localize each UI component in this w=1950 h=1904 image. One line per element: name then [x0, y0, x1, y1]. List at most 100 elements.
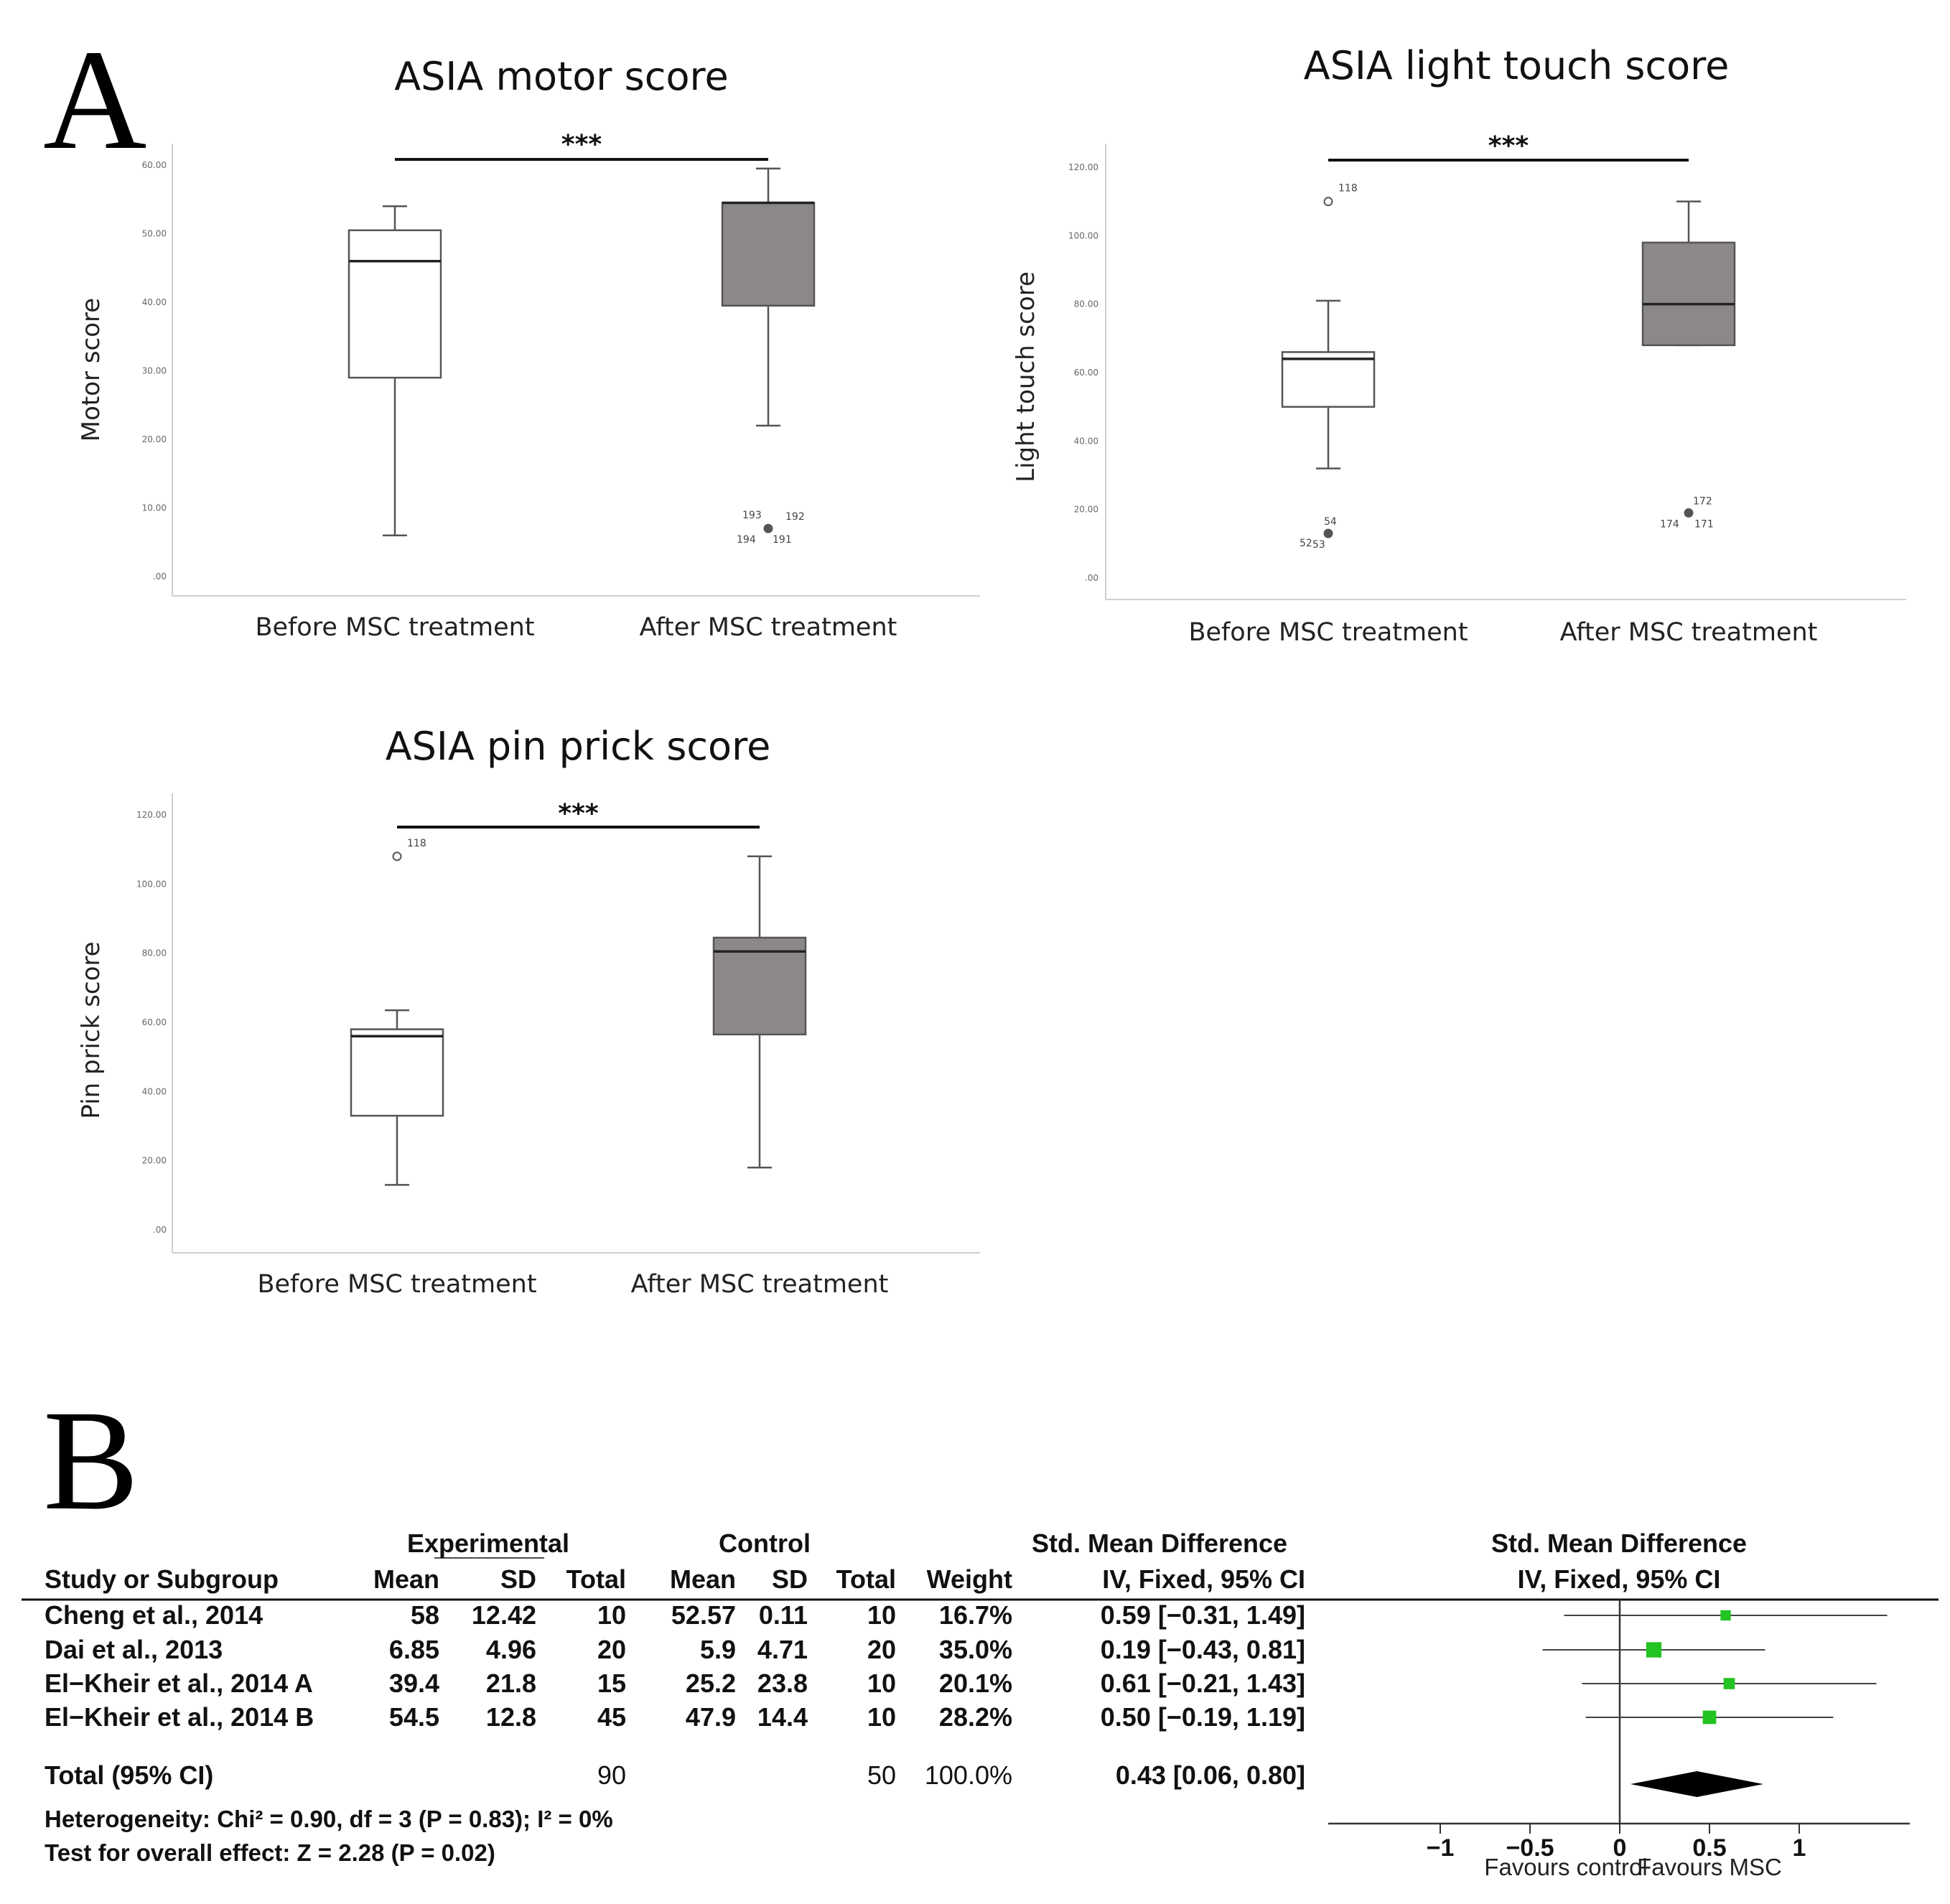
column-header: Mean	[670, 1564, 736, 1594]
y-tick-label: 100.00	[1068, 230, 1098, 241]
study-cell: 0.61 [−0.21, 1.43]	[1101, 1669, 1305, 1698]
y-tick-label: .00	[153, 1225, 167, 1235]
forest-tick-label: 0	[1613, 1834, 1627, 1862]
y-tick-label: 40.00	[142, 297, 167, 307]
y-tick-label: 20.00	[142, 434, 167, 444]
header-plot: Std. Mean Difference	[1491, 1529, 1747, 1558]
y-tick-label: .00	[153, 571, 167, 582]
study-cell: 23.8	[757, 1669, 808, 1698]
study-cell: 10	[867, 1702, 896, 1732]
outlier-point	[1323, 528, 1333, 538]
study-cell: 10	[597, 1600, 626, 1630]
study-cell: 45	[597, 1702, 626, 1732]
header-control: Control	[719, 1529, 811, 1558]
effect-marker	[1723, 1678, 1735, 1689]
outlier-label: 52	[1300, 538, 1312, 549]
column-header: Total	[566, 1564, 626, 1594]
y-tick-label: 80.00	[142, 948, 167, 958]
y-axis-label: Light touch score	[1012, 271, 1040, 482]
x-category-label: After MSC treatment	[631, 1270, 889, 1299]
study-cell: 35.0%	[939, 1635, 1012, 1664]
x-category-label: Before MSC treatment	[257, 1270, 536, 1299]
column-header: SD	[500, 1564, 536, 1594]
iqr-box	[1281, 351, 1376, 408]
total-cell: 0.43 [0.06, 0.80]	[1116, 1760, 1305, 1790]
total-cell: Total (95% CI)	[45, 1760, 213, 1790]
outlier-label: 193	[742, 510, 762, 521]
column-header: IV, Fixed, 95% CI	[1518, 1564, 1721, 1594]
outlier-label: 54	[1324, 516, 1337, 528]
outlier-label: 171	[1694, 518, 1714, 530]
header-experimental: Experimental	[407, 1529, 569, 1558]
study-cell: 28.2%	[939, 1702, 1012, 1732]
iqr-box	[721, 202, 816, 307]
effect-marker	[1702, 1710, 1717, 1725]
column-header: Total	[836, 1564, 896, 1594]
pooled-diamond	[1631, 1771, 1763, 1797]
study-cell: 5.9	[700, 1635, 736, 1664]
outlier-point	[1323, 197, 1333, 207]
study-cell: 4.96	[486, 1635, 536, 1664]
y-axis-label: Motor score	[77, 298, 106, 442]
study-cell: 12.8	[486, 1702, 536, 1732]
outlier-label: 118	[407, 838, 426, 849]
favours-left-label: Favours control	[1484, 1854, 1647, 1880]
forest-tick-label: 1	[1793, 1834, 1806, 1862]
outlier-label: 53	[1312, 539, 1325, 551]
box-plot-pin-prick: ASIA pin prick score Pin prick score .00 20…	[77, 724, 980, 1299]
chart-title: ASIA motor score	[394, 54, 729, 99]
y-tick-label: 80.00	[1074, 299, 1098, 309]
iqr-box	[712, 936, 807, 1036]
chart-title: ASIA light touch score	[1304, 43, 1730, 88]
column-header: Mean	[373, 1564, 439, 1594]
study-cell: Dai et al., 2013	[45, 1635, 223, 1664]
y-tick-label: 100.00	[136, 879, 167, 889]
heterogeneity-text: Heterogeneity: Chi² = 0.90, df = 3 (P = …	[45, 1806, 613, 1832]
outlier-label: 192	[785, 511, 805, 523]
forest-plot: Experimental Control Std. Mean Difference S…	[22, 1529, 1939, 1880]
y-tick-label: 120.00	[136, 810, 167, 820]
header-effect: Std. Mean Difference	[1032, 1529, 1287, 1558]
y-tick-label: 60.00	[142, 1017, 167, 1027]
total-cell: 50	[867, 1760, 896, 1790]
study-cell: 21.8	[486, 1669, 536, 1698]
study-cell: Cheng et al., 2014	[45, 1600, 263, 1630]
study-cell: 20	[867, 1635, 896, 1664]
study-cell: 0.59 [−0.31, 1.49]	[1101, 1600, 1305, 1630]
study-cell: 6.85	[389, 1635, 439, 1664]
outlier-point	[763, 523, 773, 533]
study-cell: El−Kheir et al., 2014 A	[45, 1669, 313, 1698]
study-cell: 54.5	[389, 1702, 439, 1732]
total-cell: 90	[597, 1760, 626, 1790]
study-cell: 20.1%	[939, 1669, 1012, 1698]
study-cell: 10	[867, 1600, 896, 1630]
study-cell: 39.4	[389, 1669, 439, 1698]
column-header: IV, Fixed, 95% CI	[1102, 1564, 1305, 1594]
study-cell: 15	[597, 1669, 626, 1698]
outlier-point	[1684, 508, 1694, 518]
y-tick-label: 60.00	[142, 160, 167, 170]
y-tick-label: 40.00	[1074, 436, 1098, 446]
effect-marker	[1646, 1642, 1662, 1658]
column-header: Weight	[927, 1564, 1012, 1594]
box-plot-motor: ASIA motor score Motor score .00 10.00 20.00…	[77, 54, 980, 642]
study-cell: 25.2	[686, 1669, 736, 1698]
y-tick-label: 120.00	[1068, 162, 1098, 172]
chart-title: ASIA pin prick score	[386, 724, 771, 769]
study-cell: El−Kheir et al., 2014 B	[45, 1702, 314, 1732]
y-tick-label: 10.00	[142, 503, 167, 513]
column-header: Study or Subgroup	[45, 1564, 279, 1594]
outlier-label: 194	[737, 534, 756, 546]
study-cell: 4.71	[757, 1635, 808, 1664]
y-tick-label: 20.00	[142, 1156, 167, 1166]
outlier-label: 118	[1338, 183, 1358, 195]
study-cell: 0.19 [−0.43, 0.81]	[1101, 1635, 1305, 1664]
significance-marker: ***	[561, 130, 602, 159]
study-cell: 10	[867, 1669, 896, 1698]
study-cell: 20	[597, 1635, 626, 1664]
box-plot-light-touch: ASIA light touch score Light touch score.…	[1012, 43, 1906, 647]
overall-effect-text: Test for overall effect: Z = 2.28 (P = 0…	[45, 1839, 495, 1866]
y-tick-label: 40.00	[142, 1086, 167, 1096]
forest-tick-label: −0.5	[1506, 1834, 1554, 1862]
outlier-label: 172	[1693, 495, 1712, 507]
